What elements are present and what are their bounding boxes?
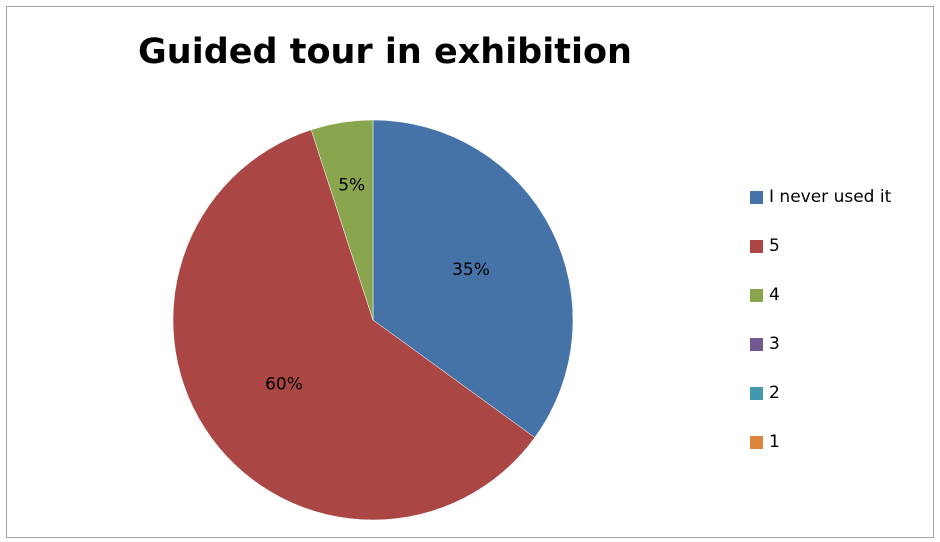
legend-label: 4 xyxy=(769,285,780,305)
legend-label: 3 xyxy=(769,334,780,354)
legend-swatch xyxy=(750,436,763,449)
legend-swatch xyxy=(750,387,763,400)
pie-slices xyxy=(172,119,574,521)
legend-item-1: 1 xyxy=(750,431,930,480)
legend-item-5: 5 xyxy=(750,235,930,284)
legend-label: 5 xyxy=(769,236,780,256)
legend-item-i-never-used-it: I never used it xyxy=(750,186,930,235)
data-label-i-never-used-it: 35% xyxy=(452,260,490,280)
data-label-5: 60% xyxy=(265,375,303,395)
legend-swatch xyxy=(750,289,763,302)
chart-legend: I never used it 5 4 3 2 1 xyxy=(750,186,930,480)
legend-label: I never used it xyxy=(769,187,892,207)
pie-slice-5 xyxy=(172,129,536,521)
legend-swatch xyxy=(750,338,763,351)
pie-slice-4 xyxy=(310,119,374,321)
legend-item-2: 2 xyxy=(750,382,930,431)
legend-item-3: 3 xyxy=(750,333,930,382)
legend-swatch xyxy=(750,240,763,253)
legend-swatch xyxy=(750,191,763,204)
chart-title: Guided tour in exhibition xyxy=(138,32,632,72)
data-label-4: 5% xyxy=(338,176,365,196)
legend-label: 2 xyxy=(769,383,780,403)
legend-label: 1 xyxy=(769,432,780,452)
legend-item-4: 4 xyxy=(750,284,930,333)
pie-slice-i-never-used-it xyxy=(372,119,574,438)
pie-data-labels: 35% 60% 5% xyxy=(265,176,490,395)
